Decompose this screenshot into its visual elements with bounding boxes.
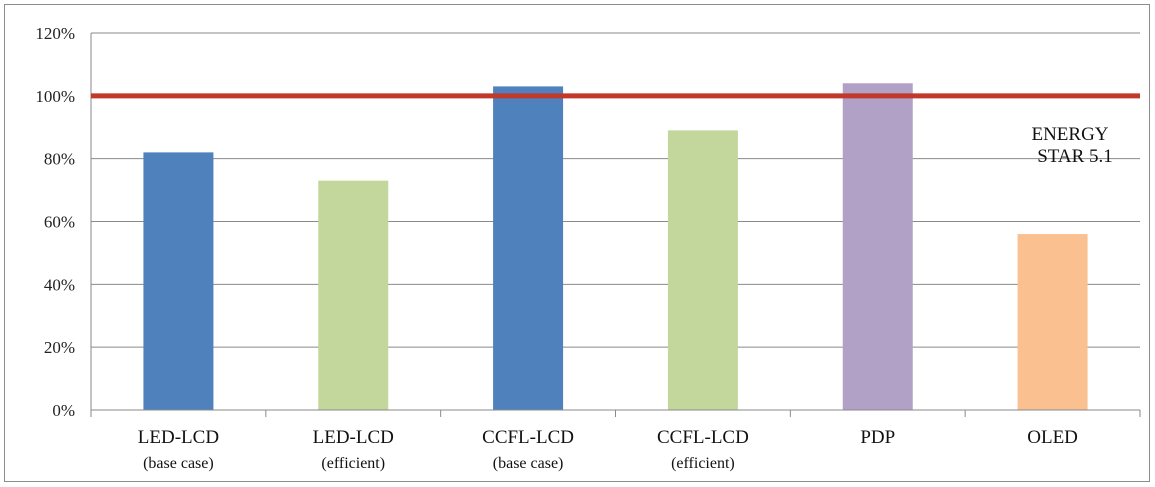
y-tick-label: 20% [44, 338, 75, 357]
gridlines [90, 32, 1140, 411]
y-tick-label: 40% [44, 275, 75, 294]
x-tick-label: LED-LCD [313, 427, 394, 448]
bar [842, 83, 913, 411]
bar [318, 180, 389, 410]
x-tick-label: LED-LCD [138, 427, 219, 448]
bar [493, 86, 564, 411]
reference-line-label-line: ENERGY [1031, 124, 1108, 145]
y-tick-label: 60% [44, 213, 75, 232]
reference-line-label-line: STAR 5.1 [1037, 146, 1113, 167]
x-tick-sublabel: (base case) [143, 455, 214, 472]
y-tick-label: 100% [35, 87, 75, 106]
bar [1017, 234, 1088, 410]
y-tick-label: 0% [52, 401, 75, 420]
reference-line-label: ENERGY STAR 5.1 [1031, 124, 1112, 167]
x-tick-label: CCFL-LCD [657, 427, 749, 448]
reference-line-group: ENERGY STAR 5.1 [91, 93, 1140, 167]
bar [143, 152, 214, 410]
x-tick-label: CCFL-LCD [482, 427, 574, 448]
x-tick-sublabel: (base case) [493, 455, 564, 472]
x-tick-label: OLED [1027, 427, 1078, 448]
x-axis-labels: LED-LCD (base case) LED-LCD (efficient) CCFL… [138, 427, 1078, 472]
y-tick-label: 120% [35, 24, 75, 43]
x-tick-sublabel: (efficient) [671, 455, 735, 472]
x-axis [90, 409, 1141, 417]
y-axis-labels: 0% 20% 40% 60% 80% 100% 120% [35, 24, 75, 420]
x-tick-sublabel: (efficient) [321, 455, 385, 472]
y-tick-label: 80% [44, 150, 75, 169]
bar [667, 130, 738, 410]
bars [143, 83, 1088, 411]
x-tick-label: PDP [860, 427, 895, 448]
